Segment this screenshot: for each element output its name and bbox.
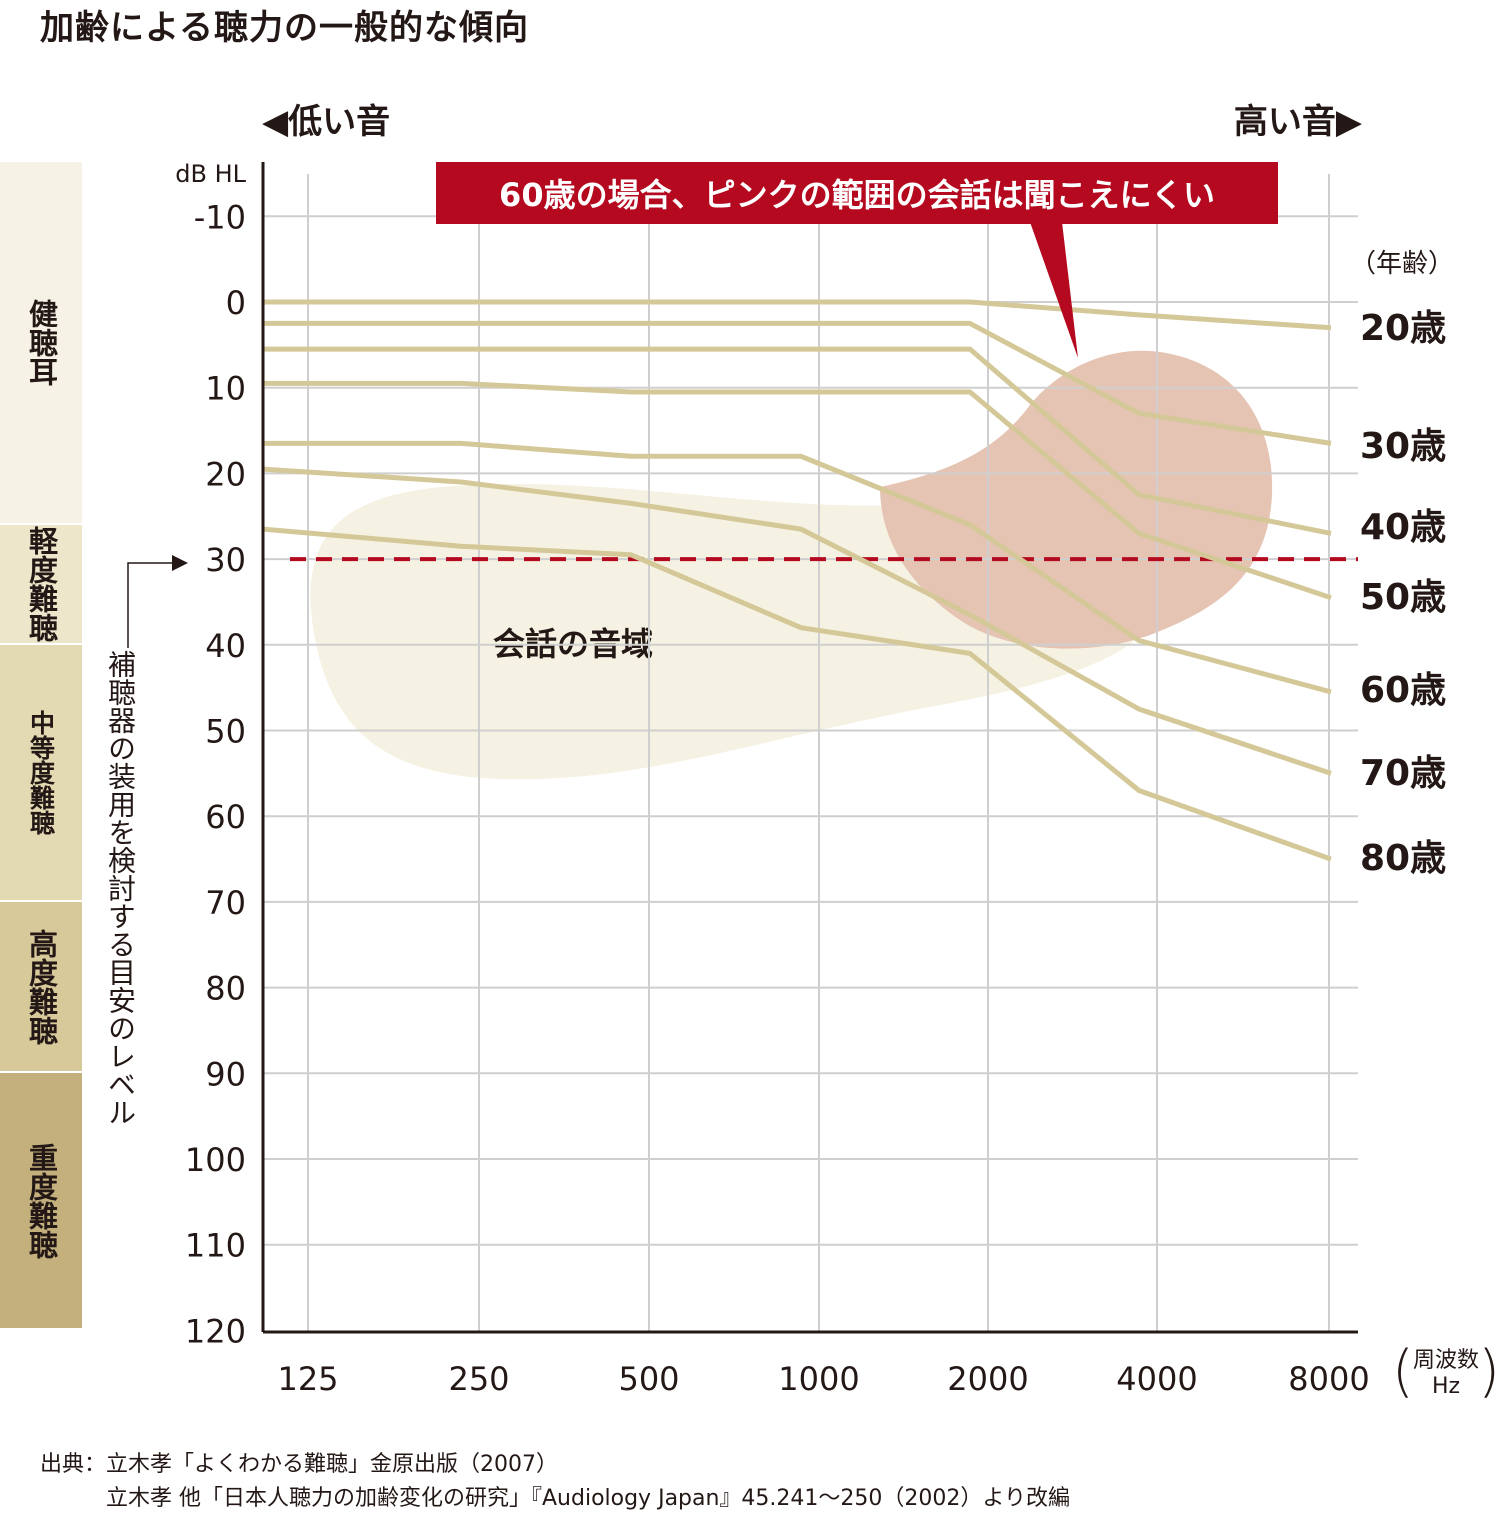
- hearing-aid-threshold-label: 補聴器の装用を検討する目安のレベル: [104, 650, 137, 1126]
- callout-box: 60歳の場合、ピンクの範囲の会話は聞こえにくい: [436, 162, 1278, 224]
- severity-band: 高度難聴: [0, 901, 82, 1072]
- y-tick-label: 60: [205, 798, 246, 836]
- y-axis-title: dB HL: [175, 160, 246, 188]
- series-age-label: 20歳: [1360, 308, 1446, 349]
- right-paren-glyph: ): [1478, 1339, 1500, 1404]
- age-heading: （年齢）: [1350, 249, 1454, 279]
- low-frequency-direction-label: ◀低い音: [262, 102, 391, 142]
- source-citation: 出典：立木孝「よくわかる難聴」金原出版（2007） 立木孝 他「日本人聴力の加齢…: [40, 1448, 1070, 1516]
- left-paren-glyph: (: [1392, 1339, 1414, 1404]
- chart-title: 加齢による聴力の一般的な傾向: [40, 8, 529, 48]
- high-frequency-direction-label: 高い音▶: [1233, 102, 1362, 142]
- series-age-label: 70歳: [1360, 753, 1446, 794]
- severity-band-label: 軽度難聴: [24, 525, 59, 642]
- series-line: [263, 320, 1332, 446]
- severity-band-label: 高度難聴: [24, 928, 59, 1045]
- y-tick-label: -10: [194, 198, 246, 236]
- x-tick-label: 125: [277, 1360, 338, 1398]
- y-tick-label: 30: [205, 541, 246, 579]
- x-tick-label: 250: [448, 1360, 509, 1398]
- series-age-label: 30歳: [1360, 426, 1446, 467]
- y-tick-label: 100: [185, 1141, 246, 1179]
- y-tick-label: 80: [205, 970, 246, 1008]
- x-axis-unit-name: 周波数: [1412, 1348, 1479, 1373]
- series-age-label: 40歳: [1360, 507, 1446, 548]
- y-tick-label: 10: [205, 370, 246, 408]
- series-line: [262, 466, 1332, 776]
- series-age-label: 80歳: [1360, 838, 1446, 879]
- y-tick-label: 40: [205, 627, 246, 665]
- series-line: [263, 346, 1332, 536]
- threshold-arrow-icon: [172, 555, 188, 571]
- threshold-leader-line: [127, 562, 172, 648]
- severity-band: 重度難聴: [0, 1073, 82, 1329]
- y-tick-label: 120: [185, 1312, 246, 1350]
- x-tick-label: 4000: [1116, 1360, 1197, 1398]
- series-age-label: 60歳: [1360, 670, 1446, 711]
- series-line: [263, 380, 1332, 601]
- source-line-1: 出典：立木孝「よくわかる難聴」金原出版（2007）: [40, 1452, 558, 1477]
- y-tick-label: 20: [205, 455, 246, 493]
- y-tick-label: 110: [185, 1227, 246, 1265]
- severity-band-label: 中等度難聴: [26, 709, 56, 835]
- series-age-label: 50歳: [1360, 577, 1446, 618]
- hard-to-hear-area: [880, 350, 1273, 649]
- x-tick-label: 1000: [778, 1360, 859, 1398]
- callout-pointer: [1030, 222, 1078, 358]
- severity-band: 健聴耳: [0, 162, 82, 523]
- series-line: [263, 440, 1332, 695]
- y-tick-label: 50: [205, 713, 246, 751]
- y-tick-label: 90: [205, 1055, 246, 1093]
- x-axis-unit-hz: Hz: [1431, 1374, 1461, 1399]
- series-line: [263, 299, 1332, 331]
- x-axis-unit: ( ) 周波数 Hz: [1392, 1340, 1500, 1410]
- x-tick-label: 500: [618, 1360, 679, 1398]
- x-tick-label: 2000: [947, 1360, 1028, 1398]
- severity-band-label: 重度難聴: [24, 1142, 59, 1259]
- y-tick-label: 0: [226, 284, 246, 322]
- y-tick-label: 70: [205, 884, 246, 922]
- severity-band: 軽度難聴: [0, 524, 82, 643]
- severity-band-label: 健聴耳: [24, 298, 59, 386]
- series-line: [262, 526, 1332, 862]
- x-tick-label: 8000: [1288, 1360, 1369, 1398]
- source-line-2: 立木孝 他「日本人聴力の加齢変化の研究」『Audiology Japan』45.…: [106, 1486, 1070, 1511]
- severity-band: 中等度難聴: [0, 644, 82, 900]
